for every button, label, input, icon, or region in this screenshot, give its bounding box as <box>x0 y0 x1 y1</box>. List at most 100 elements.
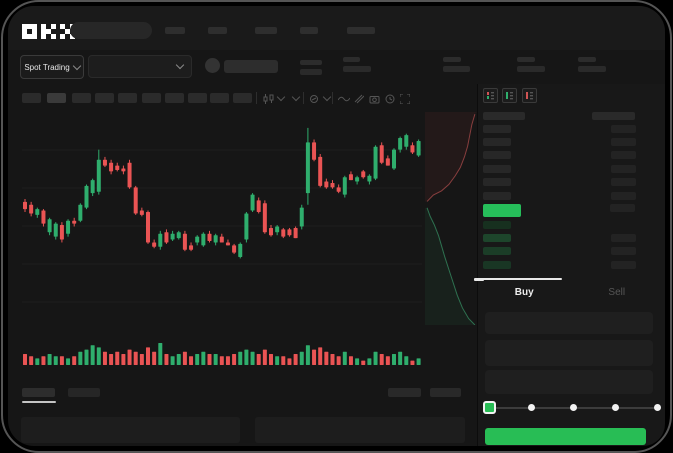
bid-amount-skeleton <box>611 234 636 243</box>
timeframe-button-skeleton[interactable] <box>72 93 91 103</box>
nav-item-skeleton[interactable] <box>347 27 375 34</box>
ask-amount-skeleton <box>611 151 636 160</box>
market-type-dropdown[interactable]: Spot Trading <box>20 55 84 79</box>
orderbook-bid-row[interactable] <box>478 258 658 271</box>
timeframe-button-skeleton[interactable] <box>210 93 229 103</box>
tab-sell[interactable]: Sell <box>571 278 664 306</box>
bottom-tab-underline <box>22 401 56 403</box>
bottom-action-skeleton[interactable] <box>388 388 421 397</box>
history-clock-icon[interactable] <box>385 94 395 104</box>
market-type-label: Spot Trading <box>24 62 70 72</box>
search-input[interactable] <box>70 22 152 39</box>
price-input-skeleton[interactable] <box>485 312 653 334</box>
chevron-down-icon <box>72 61 81 70</box>
nav-item-skeleton[interactable] <box>255 27 277 34</box>
ask-amount-skeleton <box>611 191 636 200</box>
orderbook-ask-row[interactable] <box>478 162 658 175</box>
ask-amount-skeleton <box>611 164 636 173</box>
trade-tabs: Buy Sell <box>478 278 663 306</box>
volume-chart <box>23 343 421 365</box>
okx-logo <box>22 24 75 39</box>
orderbook-bids <box>478 218 658 272</box>
orderbook-header-skeleton <box>483 112 525 120</box>
ticker-stat-skeleton <box>517 57 545 72</box>
bid-price-skeleton <box>483 220 511 229</box>
timeframe-button-skeleton[interactable] <box>22 93 41 103</box>
timeframe-button-skeleton[interactable] <box>188 93 207 103</box>
chevron-down-icon <box>175 60 185 70</box>
amount-input-skeleton[interactable] <box>485 340 653 366</box>
ask-price-skeleton <box>483 124 511 133</box>
orderbook-ask-row[interactable] <box>478 135 658 148</box>
timeframe-button-skeleton[interactable] <box>165 93 184 103</box>
orderbook-asks <box>478 122 658 202</box>
bottom-tab-skeleton[interactable] <box>68 388 100 397</box>
slider-step-dot[interactable] <box>570 404 577 411</box>
toolbar-divider <box>303 92 304 104</box>
ask-price-skeleton <box>483 178 511 187</box>
last-price-badge[interactable] <box>483 204 521 217</box>
orderbook-ask-row[interactable] <box>478 149 658 162</box>
line-tool-icon[interactable] <box>338 95 350 103</box>
timeframe-button-skeleton[interactable] <box>95 93 114 103</box>
bid-price-skeleton <box>483 234 511 243</box>
ticker-stat-skeleton <box>343 57 371 72</box>
tab-buy[interactable]: Buy <box>478 278 571 306</box>
orderbook-bid-row[interactable] <box>478 218 658 231</box>
orderbook-bid-row[interactable] <box>478 231 658 244</box>
nav-item-skeleton[interactable] <box>208 27 227 34</box>
orderbook-ask-row[interactable] <box>478 122 658 135</box>
timeframe-button-skeleton[interactable] <box>47 93 66 103</box>
ask-price-skeleton <box>483 191 511 200</box>
ask-amount-skeleton <box>611 138 636 147</box>
active-tab-indicator <box>480 278 562 280</box>
nav-item-skeleton[interactable] <box>165 27 185 34</box>
fullscreen-icon[interactable] <box>400 94 410 104</box>
ticker-stat-skeleton <box>443 57 470 72</box>
orderbook-amount-skeleton <box>610 204 635 212</box>
bid-amount-skeleton <box>611 247 636 256</box>
compare-icon[interactable] <box>354 94 364 104</box>
orderbook-ask-row[interactable] <box>478 176 658 189</box>
toolbar-divider <box>332 92 333 104</box>
candlestick-chart[interactable] <box>22 112 422 334</box>
nav-item-skeleton[interactable] <box>300 27 318 34</box>
total-input-skeleton[interactable] <box>485 370 653 394</box>
amount-slider-handle[interactable] <box>483 401 496 414</box>
slider-step-dot[interactable] <box>612 404 619 411</box>
ticker-stat-skeleton <box>300 60 322 75</box>
ask-price-skeleton <box>483 138 511 147</box>
toolbar-divider <box>256 92 257 104</box>
buy-tab-label: Buy <box>514 286 534 298</box>
buy-submit-button[interactable] <box>485 428 646 445</box>
slider-step-dot[interactable] <box>528 404 535 411</box>
indicators-icon[interactable] <box>309 94 320 104</box>
orderbook-ask-row[interactable] <box>478 189 658 202</box>
book-both-icon[interactable] <box>483 88 498 103</box>
pair-select-dropdown[interactable] <box>88 55 192 78</box>
timeframe-button-skeleton[interactable] <box>142 93 161 103</box>
pair-name-skeleton <box>224 60 278 73</box>
book-asks-icon[interactable] <box>522 88 537 103</box>
chart-type-candles-icon[interactable] <box>263 94 274 104</box>
last-price-tick <box>474 278 484 281</box>
bottom-tab-active-skeleton[interactable] <box>22 388 55 397</box>
ask-price-skeleton <box>483 164 511 173</box>
camera-icon[interactable] <box>369 94 380 104</box>
sell-tab-label: Sell <box>608 286 626 298</box>
orders-panel-skeleton <box>21 417 240 443</box>
timeframe-button-skeleton[interactable] <box>118 93 137 103</box>
ask-amount-skeleton <box>611 178 636 187</box>
orders-panel-skeleton <box>255 417 465 443</box>
coin-icon <box>205 58 220 73</box>
timeframe-button-skeleton[interactable] <box>233 93 252 103</box>
bid-price-skeleton <box>483 260 511 269</box>
book-bids-icon[interactable] <box>502 88 517 103</box>
bottom-action-skeleton[interactable] <box>430 388 461 397</box>
orderbook-bid-row[interactable] <box>478 245 658 258</box>
panel-divider <box>477 84 478 446</box>
slider-step-dot[interactable] <box>654 404 661 411</box>
bid-price-skeleton <box>483 247 511 256</box>
depth-chart <box>425 112 477 325</box>
bid-amount-skeleton <box>611 260 636 269</box>
